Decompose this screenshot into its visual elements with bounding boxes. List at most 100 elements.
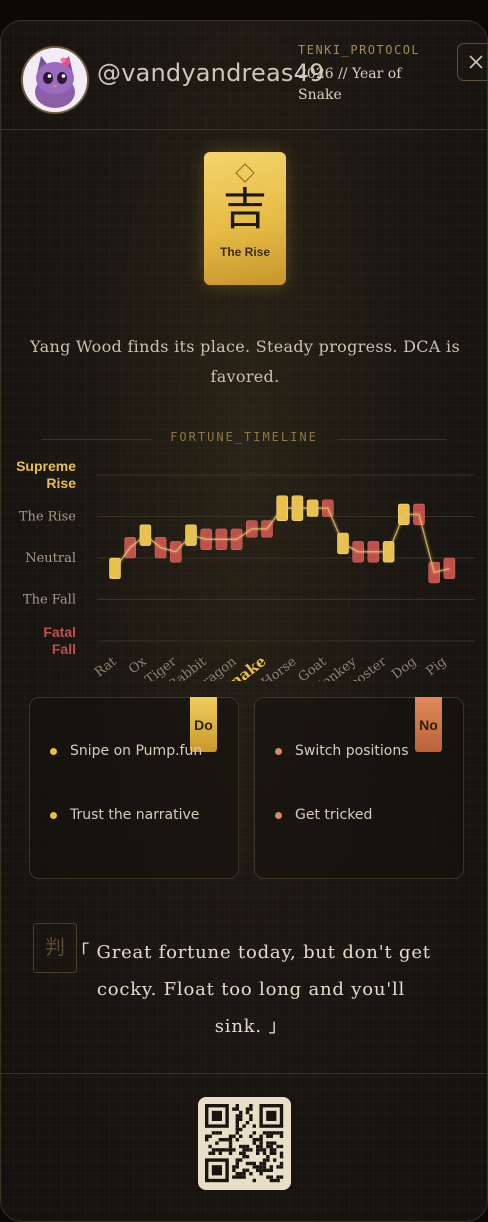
qr-module <box>279 1131 284 1135</box>
qr-module <box>215 1141 219 1145</box>
zodiac-tick-label: Dog <box>389 654 419 681</box>
qr-module <box>235 1117 239 1121</box>
qr-module <box>235 1127 239 1132</box>
qr-module <box>239 1110 243 1115</box>
qr-module <box>252 1178 256 1183</box>
qr-module <box>262 1131 267 1135</box>
fortune-tier: The Rise <box>219 245 270 259</box>
qr-module <box>262 1168 267 1172</box>
bullet-icon <box>275 748 282 755</box>
qr-module <box>218 1148 222 1152</box>
qr-module <box>242 1172 246 1176</box>
qr-module <box>228 1141 233 1145</box>
verdict-quote: 「 Great fortune today, but don't get coc… <box>71 942 431 1037</box>
qr-module <box>235 1124 239 1128</box>
zodiac-tick-label: Pig <box>423 654 449 679</box>
qr-module <box>249 1161 253 1166</box>
fortune-description: Yang Wood finds its place. Steady progre… <box>30 337 460 386</box>
qr-module <box>232 1134 236 1138</box>
close-button[interactable] <box>457 43 487 81</box>
qr-module <box>266 1131 270 1135</box>
qr-module <box>205 1134 209 1138</box>
qr-module <box>279 1134 284 1138</box>
qr-module <box>256 1138 260 1142</box>
qr-module <box>266 1134 270 1138</box>
qr-module <box>266 1144 270 1149</box>
qr-module <box>269 1131 273 1135</box>
qr-module <box>269 1141 273 1145</box>
qr-module <box>239 1134 243 1138</box>
level-label: Neutral <box>25 551 76 566</box>
qr-module <box>245 1144 250 1149</box>
qr-finder <box>211 1110 222 1121</box>
zodiac-tick-label: Rat <box>92 654 120 680</box>
qr-code[interactable] <box>198 1097 291 1190</box>
qr-module <box>242 1148 246 1152</box>
qr-module <box>239 1158 243 1162</box>
candle <box>443 557 456 580</box>
qr-module <box>279 1155 284 1159</box>
qr-module <box>262 1158 267 1162</box>
qr-module <box>249 1172 253 1176</box>
qr-module <box>249 1104 253 1108</box>
qr-module <box>273 1148 277 1152</box>
qr-module <box>218 1131 222 1135</box>
qr-module <box>218 1138 222 1142</box>
qr-module <box>262 1148 267 1152</box>
qr-module <box>269 1148 273 1152</box>
timeline-title: FORTUNE_TIMELINE <box>170 430 318 444</box>
qr-module <box>208 1151 212 1155</box>
qr-module <box>249 1148 253 1152</box>
qr-module <box>249 1134 253 1138</box>
fortune-card: @vandyandreas49 TENKI_PROTOCOL 2026 // Y… <box>0 20 488 1222</box>
dont-tag: No <box>415 697 442 752</box>
qr-module <box>273 1131 277 1135</box>
dont-panel: No Switch positions Get tricked <box>254 697 464 879</box>
qr-module <box>256 1165 260 1169</box>
qr-module <box>259 1172 263 1176</box>
bullet-icon <box>50 748 57 755</box>
do-tag: Do <box>190 697 217 752</box>
qr-module <box>273 1178 277 1183</box>
qr-module <box>245 1110 250 1115</box>
year-label: 2026 // Year of Snake <box>298 66 402 103</box>
qr-module <box>232 1107 236 1111</box>
qr-module <box>256 1151 260 1155</box>
fortune-kanji: 吉 <box>223 184 267 235</box>
qr-module <box>225 1148 229 1152</box>
qr-module <box>266 1168 270 1172</box>
qr-module <box>245 1121 250 1125</box>
qr-module <box>266 1158 270 1162</box>
qr-module <box>228 1138 233 1142</box>
qr-module <box>242 1175 246 1179</box>
level-label: Fall <box>52 641 76 657</box>
avatar[interactable] <box>21 46 89 114</box>
qr-module <box>276 1131 280 1135</box>
qr-module <box>273 1158 277 1162</box>
footer-divider <box>1 1073 487 1074</box>
qr-module <box>245 1161 250 1166</box>
qr-module <box>232 1168 236 1172</box>
qr-module <box>276 1165 280 1169</box>
protocol-label: TENKI_PROTOCOL <box>298 43 421 57</box>
qr-module <box>269 1168 273 1172</box>
qr-module <box>273 1141 277 1145</box>
dont-item: Get tricked <box>275 802 445 828</box>
qr-finder <box>266 1110 277 1121</box>
qr-module <box>276 1144 280 1149</box>
qr-module <box>228 1151 233 1155</box>
qr-module <box>262 1165 267 1169</box>
qr-module <box>232 1165 236 1169</box>
qr-module <box>256 1144 260 1149</box>
qr-module <box>242 1168 246 1172</box>
level-label: Rise <box>46 475 76 491</box>
qr-module <box>269 1151 273 1155</box>
qr-module <box>228 1148 233 1152</box>
qr-module <box>235 1172 239 1176</box>
qr-module <box>249 1117 253 1121</box>
qr-module <box>242 1155 246 1159</box>
qr-module <box>215 1148 219 1152</box>
qr-module <box>276 1178 280 1183</box>
qr-module <box>239 1172 243 1176</box>
qr-module <box>252 1165 256 1169</box>
